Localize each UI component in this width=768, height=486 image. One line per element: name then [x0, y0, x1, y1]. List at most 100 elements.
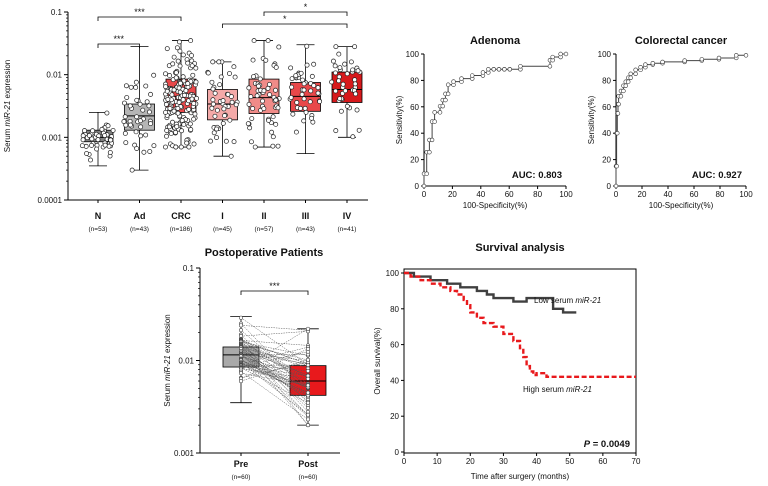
- y-tick-label: 0.01: [178, 357, 194, 366]
- data-point: [246, 101, 252, 107]
- data-point: [333, 128, 339, 134]
- data-point: [179, 128, 185, 134]
- data-point: [250, 57, 256, 63]
- data-point: [288, 95, 294, 100]
- data-point: [171, 87, 177, 93]
- data-point: [104, 110, 110, 116]
- data-point: [218, 74, 224, 80]
- data-point: [188, 127, 194, 132]
- data-point: [80, 137, 86, 143]
- paired-line: [240, 328, 309, 370]
- x-tick-label: 50: [565, 457, 574, 466]
- category-n-label: (n=45): [213, 226, 232, 233]
- panel-postoperative-patients: Postoperative Patients 0.1 0.01 0.001 Serum …: [163, 247, 340, 481]
- y-label-suffix: expression: [3, 60, 12, 101]
- y-tick-label: 40: [390, 376, 399, 385]
- post-point: [305, 390, 310, 395]
- data-point: [251, 38, 257, 44]
- post-point: [305, 326, 310, 331]
- y-tick-label: 0: [395, 448, 400, 457]
- data-point: [249, 139, 254, 145]
- data-point: [124, 95, 130, 100]
- data-point: [256, 83, 261, 89]
- data-point: [168, 131, 174, 137]
- data-point: [231, 64, 237, 70]
- y-tick-label: 20: [602, 156, 611, 165]
- category-label: CRC: [171, 211, 191, 221]
- data-point: [143, 132, 149, 138]
- roc-point: [443, 97, 448, 103]
- paired-line: [240, 365, 309, 388]
- roc-point: [432, 119, 437, 124]
- significance-bracket: [222, 23, 348, 28]
- roc-point: [643, 62, 648, 67]
- data-point: [90, 128, 96, 134]
- panel-roc-adenoma: Adenoma 00 20 20 40 40 60 60 80 80 100 100 100-Speci…: [395, 35, 573, 210]
- roc-point: [424, 171, 429, 176]
- data-point: [210, 59, 216, 65]
- data-point: [182, 92, 187, 98]
- data-point: [273, 97, 279, 103]
- data-point: [205, 70, 211, 76]
- y-tick-label: 0.001: [174, 449, 195, 458]
- data-point: [336, 74, 342, 80]
- data-point: [175, 58, 181, 64]
- data-point: [89, 136, 95, 142]
- x-tick-label: 40: [532, 457, 541, 466]
- roc-point: [486, 67, 491, 72]
- data-point: [261, 88, 267, 94]
- data-point: [231, 139, 237, 145]
- data-point: [138, 133, 144, 139]
- series-label-gene: miR-21: [575, 296, 601, 305]
- data-point: [344, 103, 350, 109]
- data-point: [134, 114, 140, 120]
- data-point: [163, 144, 168, 150]
- data-point: [164, 88, 170, 94]
- data-point: [122, 100, 127, 106]
- data-point: [309, 115, 315, 121]
- data-point: [148, 121, 153, 127]
- y-tick-label: 60: [410, 103, 419, 112]
- data-point: [273, 64, 279, 70]
- data-point: [185, 81, 191, 86]
- data-point: [275, 105, 281, 111]
- roc-point: [716, 55, 722, 61]
- data-point: [251, 74, 256, 80]
- paired-line: [240, 340, 309, 386]
- data-point: [245, 121, 251, 127]
- data-point: [270, 134, 276, 140]
- category-n-label: (n=60): [232, 474, 251, 481]
- data-point: [121, 119, 127, 124]
- y-tick-label: 80: [410, 76, 419, 85]
- data-point: [342, 61, 348, 67]
- chart-title: Colorectal cancer: [635, 35, 728, 47]
- data-point: [222, 113, 228, 119]
- data-point: [177, 63, 183, 69]
- category-label: Pre: [234, 459, 249, 469]
- pre-point: [239, 328, 244, 333]
- roc-point: [628, 71, 633, 77]
- data-point: [184, 140, 190, 146]
- data-point: [307, 99, 313, 105]
- box-group-ad: [121, 46, 157, 173]
- data-point: [194, 95, 200, 101]
- y-axis-label: Serum miR-21 expression: [3, 60, 12, 153]
- paired-line: [240, 347, 309, 426]
- paired-line: [240, 339, 309, 365]
- data-point: [311, 61, 317, 67]
- post-point: [305, 357, 310, 362]
- data-point: [128, 122, 133, 128]
- paired-line: [240, 341, 309, 356]
- data-point: [249, 116, 255, 122]
- roc-point: [445, 91, 451, 97]
- box-group-n: [79, 110, 116, 167]
- y-label-prefix: Serum: [163, 381, 172, 407]
- paired-line: [240, 371, 309, 420]
- data-point: [273, 121, 279, 127]
- data-point: [254, 93, 260, 99]
- data-point: [265, 38, 271, 44]
- data-point: [333, 44, 339, 50]
- paired-line: [240, 348, 309, 379]
- roc-point: [445, 82, 451, 87]
- data-point: [174, 45, 180, 51]
